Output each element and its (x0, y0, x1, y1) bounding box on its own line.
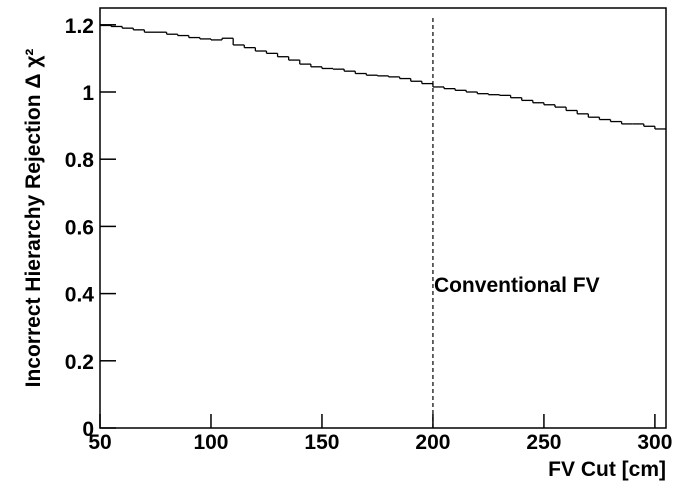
y-tick-label: 1 (82, 82, 94, 105)
x-tick-label: 150 (304, 431, 339, 454)
x-tick-label: 250 (526, 431, 561, 454)
x-axis-label: FV Cut [cm] (548, 458, 666, 481)
y-tick-label: 1.2 (65, 15, 94, 38)
y-axis-label: Incorrect Hierarchy Rejection Δ χ² (22, 49, 45, 388)
x-tick-label: 300 (637, 431, 672, 454)
y-tick-label: 0.8 (65, 149, 95, 172)
y-tick-label: 0.4 (65, 284, 95, 307)
x-tick-label: 100 (193, 431, 228, 454)
y-tick-label: 0 (82, 418, 94, 441)
y-tick-label: 0.6 (65, 216, 94, 239)
y-tick-label: 0.2 (65, 351, 94, 374)
x-tick-label: 200 (415, 431, 450, 454)
plot-frame (99, 7, 667, 429)
x-tick-label: 50 (88, 431, 111, 454)
reference-label: Conventional FV (434, 274, 600, 297)
